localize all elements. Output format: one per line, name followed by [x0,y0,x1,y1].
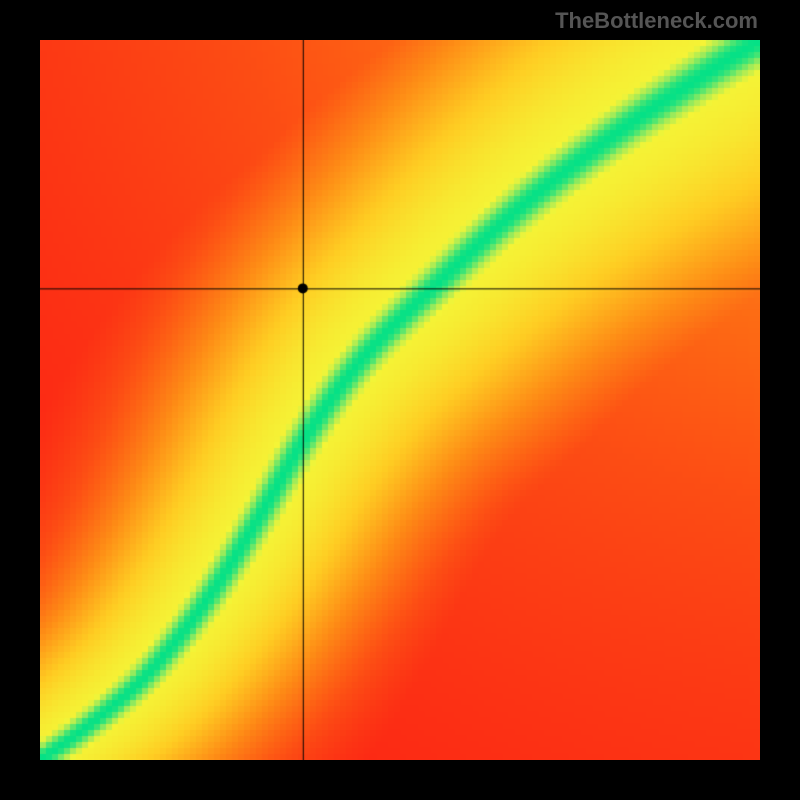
chart-container: TheBottleneck.com [0,0,800,800]
overlay-canvas [40,40,760,760]
watermark-label: TheBottleneck.com [555,8,758,34]
